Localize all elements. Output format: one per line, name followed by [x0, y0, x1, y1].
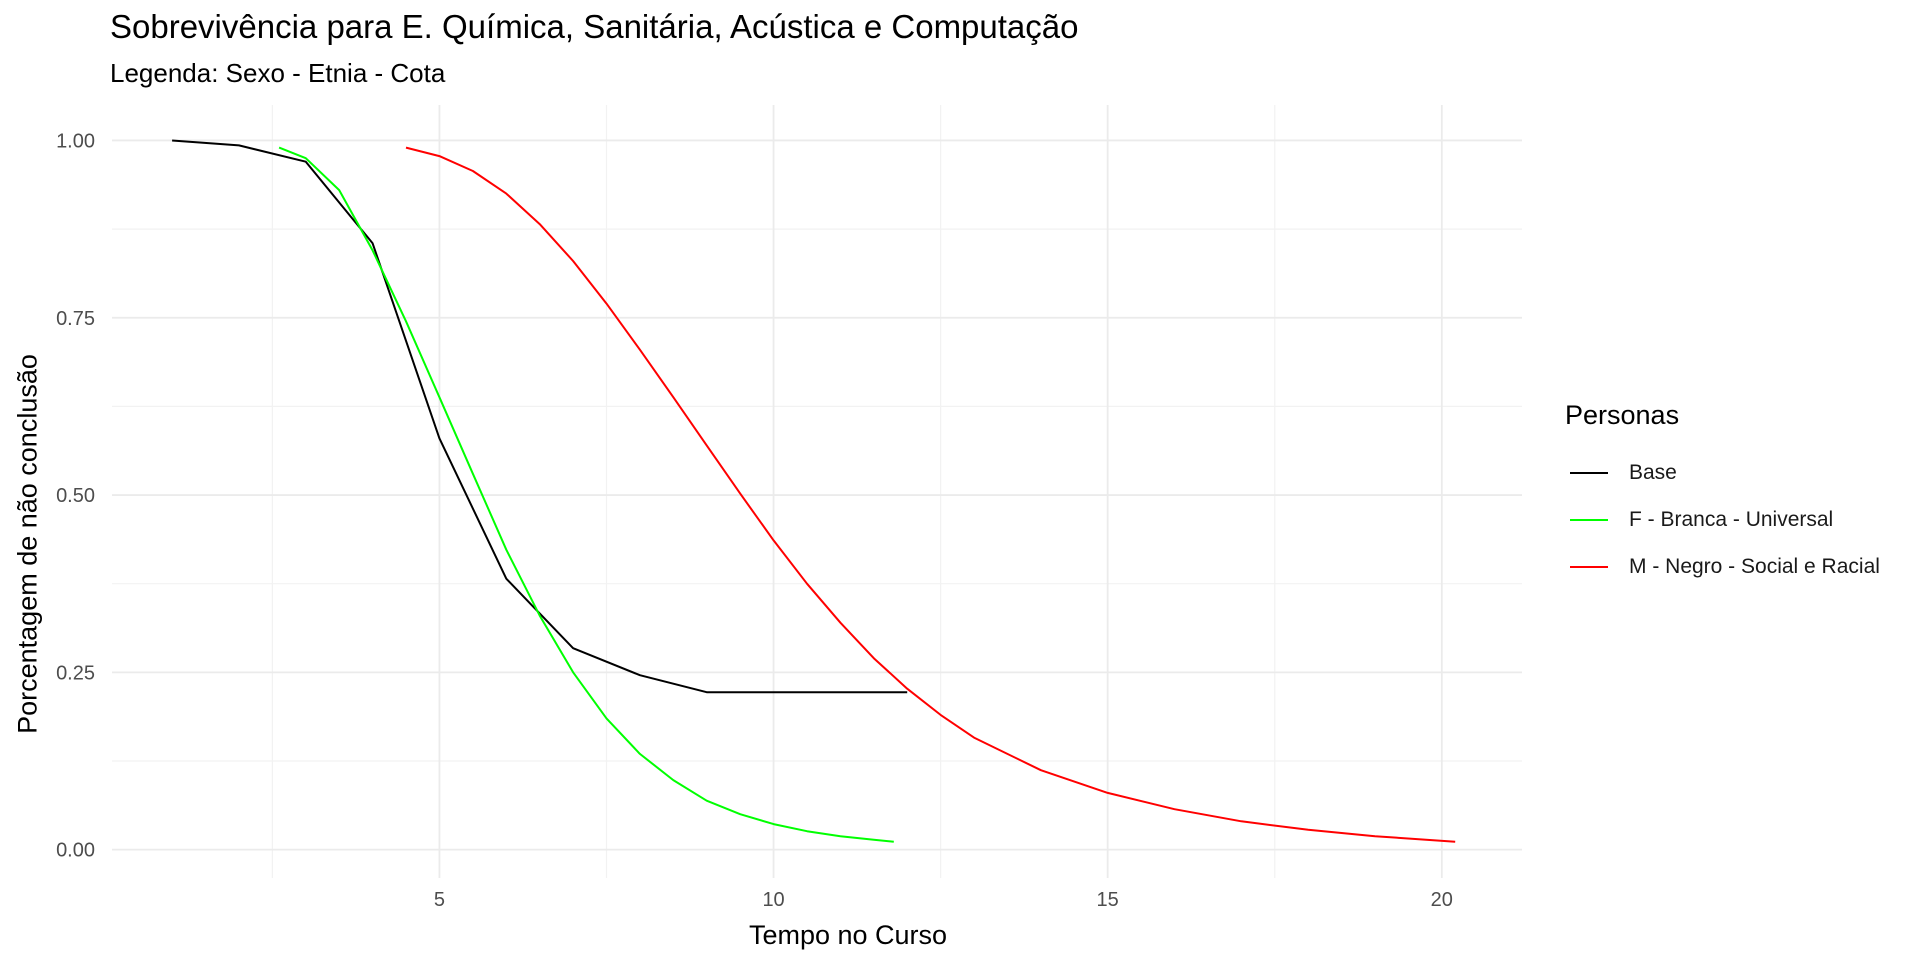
y-tick-label: 0.50 [56, 485, 95, 507]
chart-title: Sobrevivência para E. Química, Sanitária… [110, 8, 1079, 45]
x-tick-label: 20 [1431, 889, 1453, 911]
legend: Personas Base F - Branca - Universal M -… [1565, 400, 1880, 590]
x-tick-label: 15 [1097, 889, 1119, 911]
legend-label-m-negro-social-racial: M - Negro - Social e Racial [1629, 554, 1880, 578]
series-line-m-negro-social-e-racial [405, 146, 1456, 843]
legend-title: Personas [1565, 400, 1680, 430]
y-tick-label: 1.00 [56, 130, 95, 152]
tick-labels: 5 10 15 20 0.00 0.25 0.50 0.75 1.00 [56, 130, 1453, 911]
x-tick-label: 10 [762, 889, 784, 911]
series-line-f-branca-universal [278, 146, 894, 843]
legend-label-base: Base [1629, 460, 1677, 484]
legend-item-m-negro-social-racial: M - Negro - Social e Racial [1565, 543, 1880, 590]
legend-key-base [1570, 471, 1608, 474]
series-layer [172, 139, 1456, 843]
grid-minor [112, 105, 1522, 878]
y-tick-label: 0.75 [56, 308, 95, 330]
legend-item-base: Base [1565, 449, 1880, 496]
legend-key-m-negro-social-racial [1570, 565, 1608, 568]
y-tick-label: 0.00 [56, 840, 95, 862]
legend-key-f-branca-universal [1570, 518, 1608, 521]
y-tick-label: 0.25 [56, 662, 95, 684]
x-tick-label: 5 [434, 889, 445, 911]
x-axis-label: Tempo no Curso [748, 920, 948, 950]
legend-label-f-branca-universal: F - Branca - Universal [1629, 507, 1834, 531]
legend-item-f-branca-universal: F - Branca - Universal [1565, 496, 1880, 543]
grid-major [112, 105, 1522, 878]
y-axis-label: Porcentagem de não conclusão [12, 354, 43, 734]
chart-subtitle: Legenda: Sexo - Etnia - Cota [110, 58, 446, 88]
